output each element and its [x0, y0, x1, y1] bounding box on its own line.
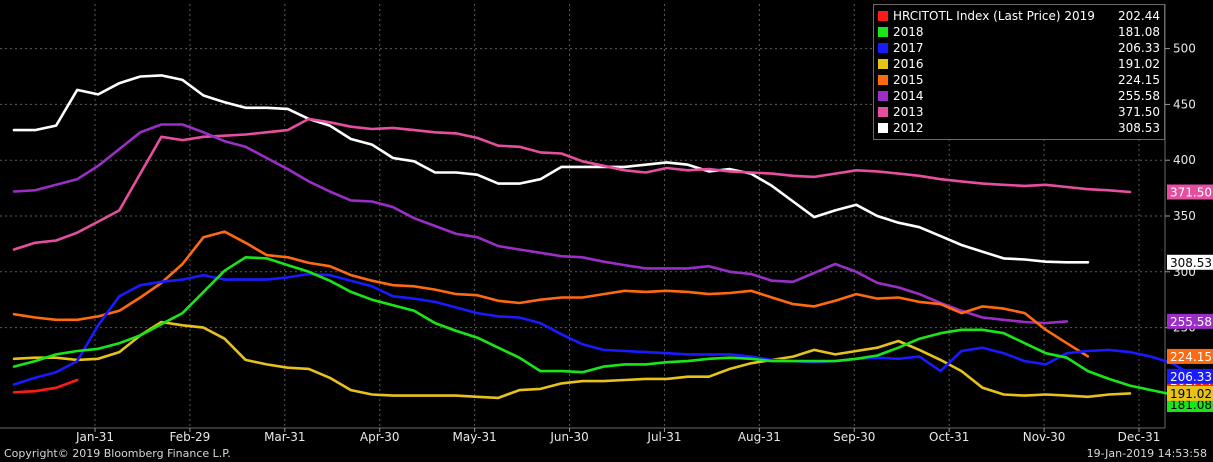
last-value-label: 181.08 — [1170, 398, 1212, 412]
x-tick-label: Dec-31 — [1118, 430, 1161, 444]
copyright-text: Copyright© 2019 Bloomberg Finance L.P. — [4, 447, 231, 460]
series-line-2014 — [12, 123, 1069, 325]
legend-swatch — [878, 75, 888, 85]
last-value-tag — [1167, 184, 1213, 200]
legend-last-value: 371.50 — [1118, 105, 1160, 119]
last-value-label: 206.33 — [1170, 370, 1212, 384]
legend-entry: 2014 255.58 — [878, 88, 1160, 104]
y-tick-label: 450 — [1173, 97, 1196, 111]
series-line-2015 — [12, 230, 1090, 358]
x-tick-label: Nov-30 — [1023, 430, 1066, 444]
legend-entry: 2016 191.02 — [878, 56, 1160, 72]
x-tick-label: Jan-31 — [75, 430, 114, 444]
legend-series-name: 2017 — [893, 41, 924, 55]
legend-entry: 2017 206.33 — [878, 40, 1160, 56]
last-value-tag — [1167, 385, 1213, 401]
legend-entry: HRCITOTL Index (Last Price) 2019 202.44 — [878, 8, 1160, 24]
x-tick-label: Aug-31 — [738, 430, 781, 444]
y-tick-label: 350 — [1173, 209, 1196, 223]
legend-series-name: 2015 — [893, 73, 924, 87]
legend-entry: 2013 371.50 — [878, 104, 1160, 120]
legend-series-name: 2013 — [893, 105, 924, 119]
series-line-2013 — [12, 117, 1132, 251]
legend-series-name: 2014 — [893, 89, 924, 103]
last-value-tag — [1167, 348, 1213, 364]
series-line-2018 — [12, 255, 1195, 406]
last-value-tag — [1167, 313, 1213, 329]
x-tick-label: Apr-30 — [360, 430, 400, 444]
legend-entry: 2018 181.08 — [878, 24, 1160, 40]
y-tick-label: 400 — [1173, 153, 1196, 167]
legend-swatch — [878, 59, 888, 69]
legend: HRCITOTL Index (Last Price) 2019 202.44 20… — [873, 4, 1165, 140]
legend-swatch — [878, 123, 888, 133]
x-tick-label: Oct-31 — [929, 430, 969, 444]
last-value-label: 191.02 — [1170, 387, 1212, 401]
legend-series-name: 2012 — [893, 121, 924, 135]
legend-entry: 2012 308.53 — [878, 120, 1160, 136]
series-line-2012 — [12, 74, 1090, 264]
y-tick-label: 500 — [1173, 42, 1196, 56]
legend-last-value: 224.15 — [1118, 73, 1160, 87]
legend-last-value: 255.58 — [1118, 89, 1160, 103]
series-line-2019 — [12, 378, 79, 394]
legend-last-value: 181.08 — [1118, 25, 1160, 39]
last-value-label: 308.53 — [1170, 256, 1212, 270]
timestamp-text: 19-Jan-2019 14:53:58 — [1086, 447, 1207, 460]
legend-series-name: 2016 — [893, 57, 924, 71]
x-tick-label: Jun-30 — [549, 430, 588, 444]
x-tick-label: Jul-31 — [646, 430, 681, 444]
last-value-tag — [1167, 254, 1213, 270]
last-value-tags: 202.44181.08206.33191.02224.15255.58371.… — [1167, 184, 1213, 412]
legend-swatch — [878, 11, 888, 21]
series-line-2017 — [12, 272, 1213, 386]
legend-swatch — [878, 43, 888, 53]
last-value-label: 255.58 — [1170, 315, 1212, 329]
legend-last-value: 308.53 — [1118, 121, 1160, 135]
last-value-label: 224.15 — [1170, 350, 1212, 364]
x-tick-label: Sep-30 — [833, 430, 875, 444]
last-value-label: 371.50 — [1170, 186, 1212, 200]
legend-swatch — [878, 107, 888, 117]
x-axis-ticks: Jan-31 Feb-29 Mar-31 Apr-30 May-31 Jun-30 Jul-… — [75, 428, 1160, 444]
legend-swatch — [878, 27, 888, 37]
legend-series-name: 2018 — [893, 25, 924, 39]
x-tick-label: Feb-29 — [169, 430, 210, 444]
legend-last-value: 202.44 — [1118, 9, 1160, 23]
last-value-tag — [1167, 368, 1213, 384]
legend-series-name: HRCITOTL Index (Last Price) 2019 — [893, 9, 1095, 23]
series-line-2016 — [12, 320, 1132, 400]
x-tick-label: May-31 — [453, 430, 497, 444]
x-tick-label: Mar-31 — [264, 430, 305, 444]
legend-last-value: 206.33 — [1118, 41, 1160, 55]
series-lines — [12, 74, 1213, 406]
legend-entry: 2015 224.15 — [878, 72, 1160, 88]
legend-swatch — [878, 91, 888, 101]
legend-last-value: 191.02 — [1118, 57, 1160, 71]
